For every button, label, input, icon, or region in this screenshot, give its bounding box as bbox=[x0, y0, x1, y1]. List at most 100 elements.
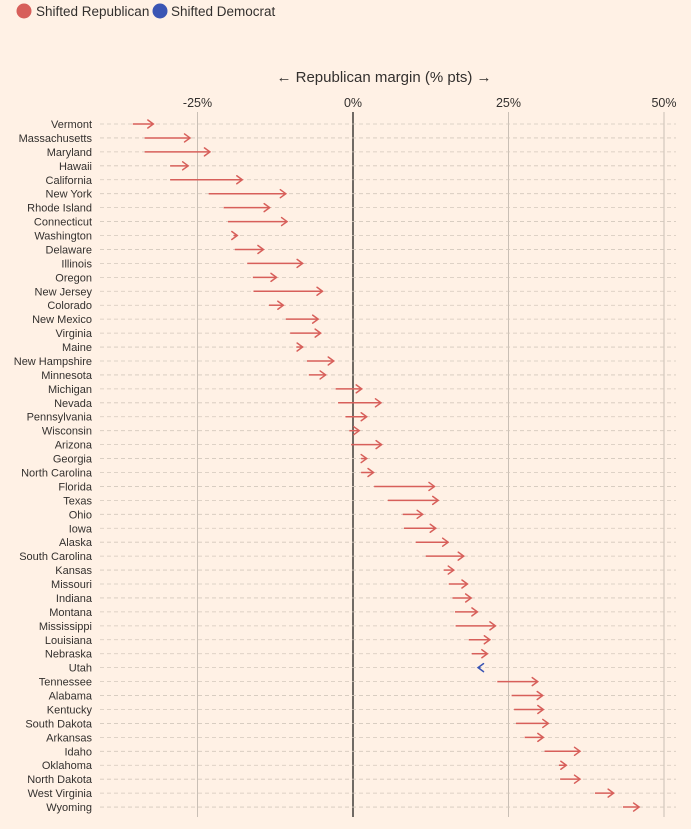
state-label: Virginia bbox=[56, 328, 93, 340]
shift-arrow-head bbox=[314, 328, 322, 338]
state-label: Montana bbox=[49, 607, 93, 619]
shift-arrow-head bbox=[296, 258, 304, 269]
shift-arrow-head bbox=[327, 356, 335, 366]
state-row: Arizona bbox=[55, 440, 676, 452]
shift-arrow-head bbox=[537, 732, 545, 743]
shift-arrow-head bbox=[316, 286, 324, 297]
state-label: New Mexico bbox=[32, 314, 92, 326]
state-row: Alabama bbox=[49, 691, 676, 703]
legend-democrat-label: Shifted Democrat bbox=[171, 4, 276, 19]
state-label: Vermont bbox=[51, 119, 92, 131]
state-row: South Carolina bbox=[19, 551, 676, 563]
shift-arrow-head bbox=[183, 133, 192, 143]
state-row: Missouri bbox=[51, 579, 676, 591]
state-label: North Carolina bbox=[21, 468, 93, 480]
state-row: Massachusetts bbox=[19, 133, 676, 145]
shift-arrow-head bbox=[416, 509, 424, 520]
shift-arrow-head bbox=[311, 314, 320, 324]
state-row: Minnesota bbox=[41, 370, 676, 382]
state-row: Connecticut bbox=[34, 217, 676, 229]
state-label: Utah bbox=[69, 663, 92, 675]
shift-arrow-head bbox=[476, 662, 485, 673]
shift-arrow-head bbox=[560, 760, 568, 770]
state-row: Texas bbox=[63, 495, 676, 507]
state-label: North Dakota bbox=[27, 774, 93, 786]
x-tick-label: 25% bbox=[496, 96, 521, 110]
shift-arrow-head bbox=[457, 551, 465, 561]
state-label: Texas bbox=[63, 495, 92, 507]
state-row: Nevada bbox=[54, 398, 676, 410]
state-row: Delaware bbox=[46, 244, 676, 256]
shift-arrow-head bbox=[257, 244, 265, 255]
shift-arrow-head bbox=[489, 621, 497, 631]
state-row: Nebraska bbox=[45, 649, 676, 661]
shift-arrow-head bbox=[483, 635, 492, 645]
state-row: Michigan bbox=[48, 384, 676, 396]
shift-arrow-head bbox=[203, 147, 212, 157]
state-row: Kansas bbox=[55, 565, 676, 577]
state-row: Idaho bbox=[64, 746, 676, 758]
shift-arrow-head bbox=[431, 495, 440, 506]
state-row: Utah bbox=[69, 663, 676, 675]
state-label: South Dakota bbox=[25, 718, 93, 730]
state-label: Mississippi bbox=[39, 621, 92, 633]
shift-arrow-head bbox=[296, 342, 304, 352]
shift-arrow-head bbox=[471, 607, 479, 617]
state-rows: Vermont Massachusetts Maryland Hawaii Califo… bbox=[14, 119, 676, 814]
state-row: Illinois bbox=[61, 258, 676, 270]
shift-arrow-head bbox=[352, 425, 361, 436]
state-row: Iowa bbox=[69, 523, 676, 535]
state-label: West Virginia bbox=[28, 788, 93, 800]
shift-arrow-head bbox=[147, 119, 155, 129]
state-label: Kentucky bbox=[47, 704, 93, 716]
state-label: Florida bbox=[58, 481, 93, 493]
shift-arrow-head bbox=[231, 230, 239, 241]
state-label: Louisiana bbox=[45, 635, 93, 647]
state-row: New Mexico bbox=[32, 314, 676, 326]
state-row: Florida bbox=[58, 481, 676, 493]
state-row: Oklahoma bbox=[42, 760, 676, 772]
state-label: Illinois bbox=[61, 258, 92, 270]
state-label: Maryland bbox=[47, 147, 92, 159]
shift-arrow-head bbox=[428, 481, 436, 492]
state-label: Rhode Island bbox=[27, 203, 92, 215]
state-label: Missouri bbox=[51, 579, 92, 591]
legend-republican-label: Shifted Republican bbox=[36, 4, 149, 19]
shift-arrow-head bbox=[355, 384, 363, 394]
state-label: Alaska bbox=[59, 537, 93, 549]
x-tick-label: 50% bbox=[651, 96, 676, 110]
legend: Shifted Republican Shifted Democrat bbox=[16, 3, 276, 19]
state-label: Indiana bbox=[56, 593, 93, 605]
state-row: California bbox=[46, 175, 676, 187]
shift-arrow-head bbox=[277, 300, 285, 310]
state-label: Hawaii bbox=[59, 161, 92, 173]
state-row: Louisiana bbox=[45, 635, 676, 647]
state-label: Connecticut bbox=[34, 217, 92, 229]
state-row: West Virginia bbox=[28, 788, 676, 800]
legend-democrat-dot bbox=[152, 3, 168, 19]
state-label: New Jersey bbox=[35, 286, 93, 298]
state-row: Virginia bbox=[56, 328, 676, 340]
state-row: Tennessee bbox=[39, 677, 676, 689]
state-label: Minnesota bbox=[41, 370, 93, 382]
shift-arrow-head bbox=[319, 370, 327, 380]
state-label: Pennsylvania bbox=[27, 412, 93, 424]
state-row: New Jersey bbox=[35, 286, 676, 298]
state-label: Nebraska bbox=[45, 649, 93, 661]
shift-arrow-head bbox=[360, 411, 368, 422]
state-row: North Dakota bbox=[27, 774, 676, 786]
state-label: Wisconsin bbox=[42, 426, 92, 438]
shift-arrow-head bbox=[270, 272, 278, 283]
shift-arrow-head bbox=[536, 690, 544, 701]
state-label: Wyoming bbox=[46, 802, 92, 814]
state-row: Indiana bbox=[56, 593, 676, 605]
state-label: Washington bbox=[34, 231, 92, 243]
shift-arrow-head bbox=[632, 802, 641, 812]
state-label: Nevada bbox=[54, 398, 93, 410]
state-row: Georgia bbox=[53, 454, 676, 466]
state-label: California bbox=[46, 175, 93, 187]
state-row: Mississippi bbox=[39, 621, 676, 633]
x-axis-ticks: -25% 0% 25% 50% bbox=[183, 96, 677, 110]
state-label: Oregon bbox=[55, 272, 92, 284]
state-row: Maryland bbox=[47, 147, 676, 159]
